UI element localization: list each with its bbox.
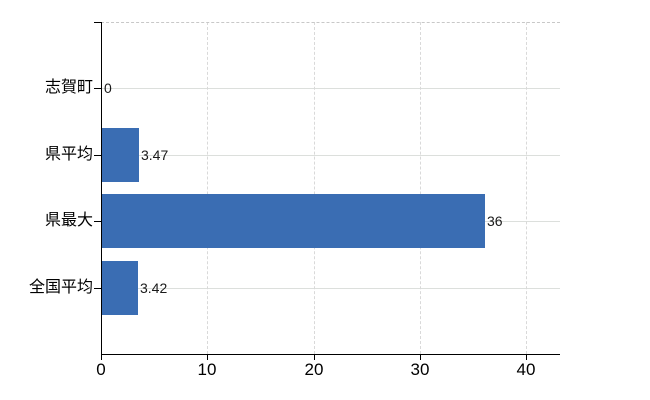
vertical-gridline	[526, 22, 527, 354]
y-axis-tick	[94, 88, 101, 89]
x-axis-tick	[314, 355, 315, 360]
x-axis-tick	[420, 355, 421, 360]
x-axis-tick	[526, 355, 527, 360]
category-label: 県最大	[44, 212, 93, 229]
x-axis-tick	[101, 355, 102, 360]
vertical-gridline	[420, 22, 421, 354]
y-axis-top-tick	[94, 22, 101, 23]
x-axis-line	[101, 354, 560, 355]
y-axis-tick	[94, 155, 101, 156]
category-label: 県平均	[44, 146, 93, 163]
vertical-gridline	[314, 22, 315, 354]
y-axis-tick	[94, 221, 101, 222]
category-label: 全国平均	[28, 279, 93, 296]
y-axis-tick	[94, 288, 101, 289]
bar	[102, 128, 139, 182]
value-label: 0	[104, 80, 112, 96]
horizontal-gridline	[101, 288, 560, 289]
horizontal-gridline	[101, 88, 560, 89]
x-tick-label: 40	[516, 360, 536, 379]
vertical-gridline	[207, 22, 208, 354]
x-tick-label: 20	[304, 360, 324, 379]
value-label: 3.42	[140, 280, 168, 296]
x-tick-label: 0	[96, 360, 106, 379]
y-axis-line	[101, 22, 102, 355]
value-label: 36	[487, 213, 503, 229]
bar	[102, 261, 138, 315]
plot-top-border	[101, 22, 560, 23]
x-axis-tick	[207, 355, 208, 360]
bar	[102, 194, 485, 248]
x-tick-label: 30	[410, 360, 430, 379]
x-tick-label: 10	[197, 360, 217, 379]
value-label: 3.47	[141, 147, 169, 163]
horizontal-gridline	[101, 155, 560, 156]
category-label: 志賀町	[44, 79, 93, 96]
